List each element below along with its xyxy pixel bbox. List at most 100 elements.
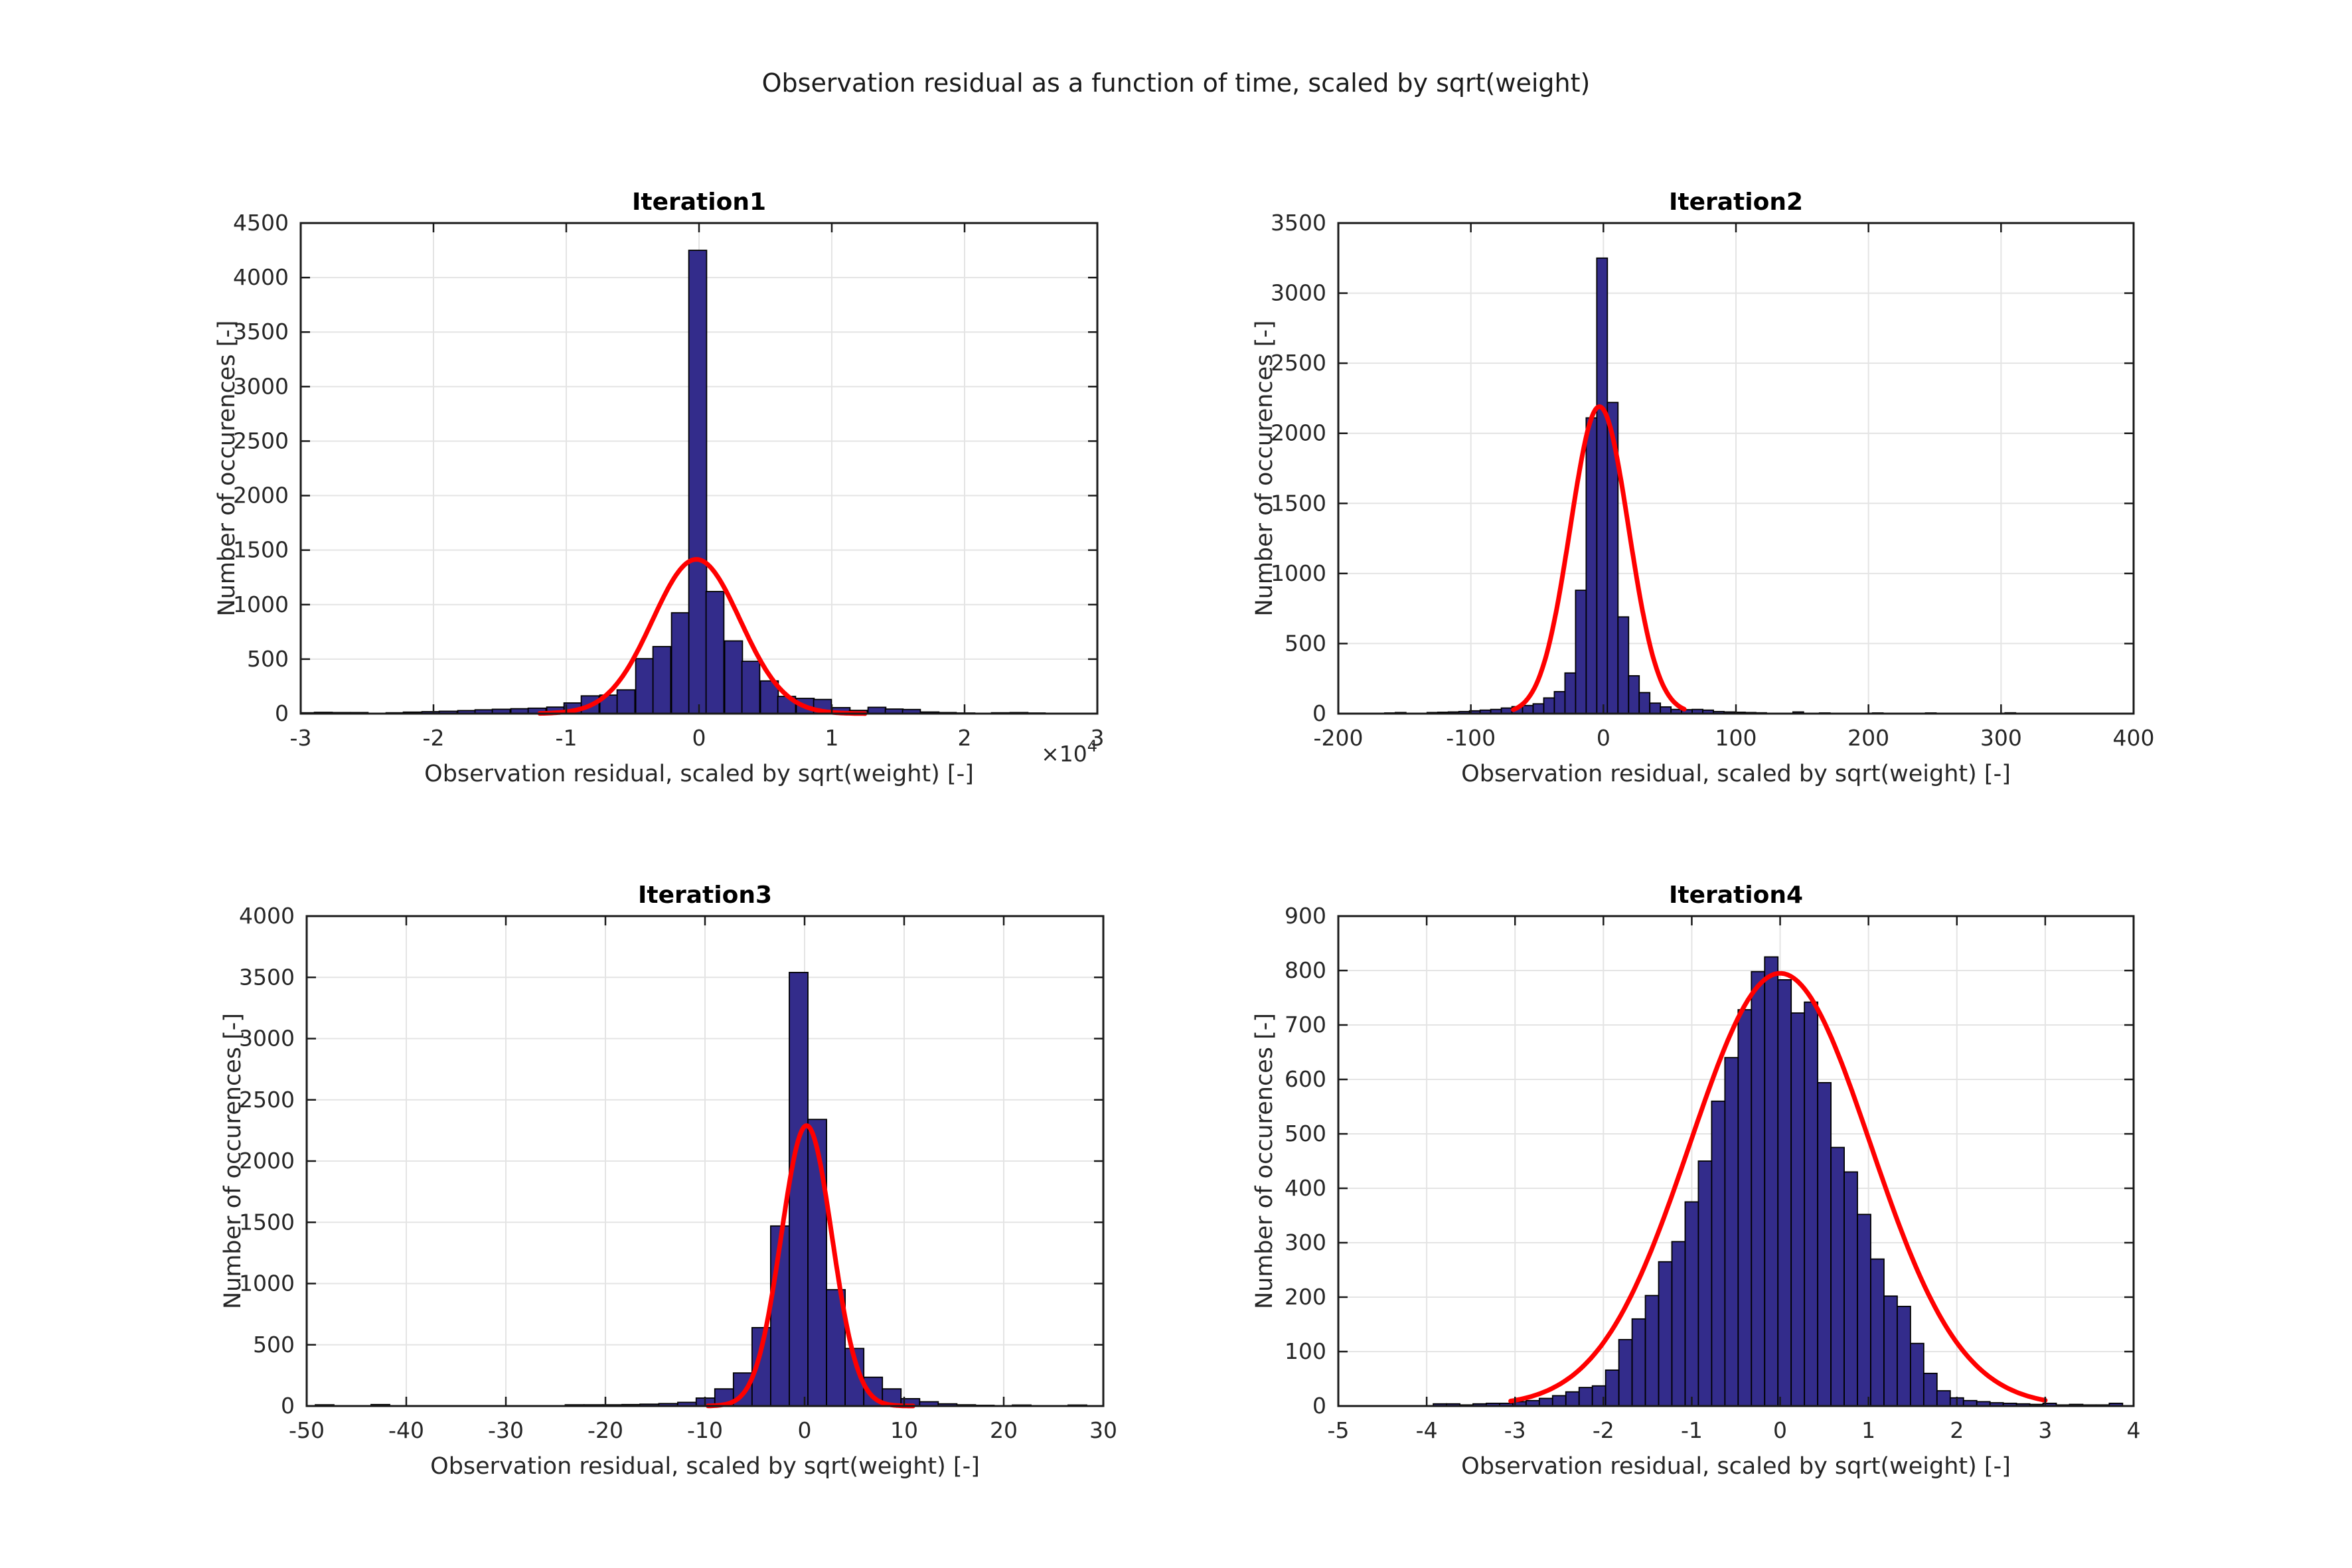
histogram-bar	[1658, 1261, 1673, 1406]
tick-marks	[1337, 915, 2135, 1407]
x-tick-label: 1	[1861, 1417, 1875, 1443]
y-tick-label: 200	[1285, 1284, 1326, 1310]
y-tick-label: 1500	[1271, 490, 1326, 516]
histogram-bar	[1565, 1391, 1580, 1406]
histogram-bar	[1883, 1295, 1898, 1406]
histogram-bar	[1870, 1258, 1885, 1406]
y-tick-label: 4000	[239, 903, 295, 929]
subplot-iteration2: -200 -100 0 100 200 300 400 0 500 1000 1500 2000 250…	[1251, 189, 2155, 787]
y-tick-label: 2000	[1271, 420, 1326, 446]
y-tick-label: 600	[1285, 1066, 1326, 1092]
x-tick-label: -3	[290, 725, 312, 751]
y-tick-label: 3000	[233, 373, 289, 399]
subplot-title: Iteration1	[632, 189, 766, 216]
histogram-bar	[1764, 956, 1779, 1406]
y-tick-label: 0	[281, 1393, 295, 1419]
y-tick-label: 1500	[233, 537, 289, 563]
y-tick-label: 0	[275, 700, 289, 726]
x-tick-label: 3	[2038, 1417, 2052, 1443]
x-tick-label: 2	[958, 725, 972, 751]
histogram-bar	[1660, 706, 1672, 714]
histogram-bar	[1804, 1001, 1819, 1406]
histogram-bar	[1684, 1201, 1699, 1406]
y-tick-label: 0	[1312, 1393, 1326, 1419]
subplot-iteration4: -5 -4 -3 -2 -1 0 1 2 3 4 0 100 200 300 400 500 600 700 800…	[1251, 882, 2141, 1480]
histogram-bar	[1538, 1397, 1553, 1406]
histogram-bar	[1751, 971, 1766, 1406]
y-tick-label: 2000	[233, 483, 289, 509]
histogram-bar	[1697, 1160, 1713, 1406]
histogram-bar	[1843, 1171, 1858, 1406]
axes-box	[1337, 915, 2135, 1407]
histogram-bar	[652, 646, 672, 714]
x-tick-label: -30	[488, 1417, 524, 1443]
x-tick-label: -10	[687, 1417, 723, 1443]
x-tick-label: 2	[1950, 1417, 1964, 1443]
histogram-bar	[789, 971, 809, 1406]
histogram-bars	[315, 971, 1087, 1406]
y-tick-label: 2000	[239, 1148, 295, 1174]
x-tick-label: 0	[1597, 725, 1610, 751]
y-axis-label: Number of occurences [-]	[1251, 1013, 1278, 1309]
y-tick-label: 2500	[1271, 350, 1326, 376]
histogram-bar	[1649, 702, 1662, 714]
y-tick-label: 500	[253, 1332, 295, 1358]
histogram-bar	[1551, 1395, 1567, 1406]
histogram-bars	[301, 250, 1046, 714]
histogram-bar	[1631, 1318, 1646, 1406]
histogram-bar	[1553, 690, 1566, 714]
y-tick-label: 1000	[239, 1271, 295, 1296]
y-tick-label: 100	[1285, 1338, 1326, 1364]
x-tick-label: -1	[1681, 1417, 1703, 1443]
x-axis-label: Observation residual, scaled by sqrt(wei…	[1461, 1453, 2011, 1480]
x-tick-label: 3	[1091, 725, 1105, 751]
y-axis-label: Number of occurences [-]	[214, 320, 240, 616]
y-tick-label: 300	[1285, 1229, 1326, 1255]
x-tick-label: -40	[388, 1417, 424, 1443]
x-tick-label: -3	[1504, 1417, 1526, 1443]
x-tick-label: -20	[588, 1417, 623, 1443]
histogram-bar	[1644, 1294, 1660, 1406]
histogram-bar	[616, 689, 636, 714]
subplot-title: Iteration2	[1669, 189, 1803, 216]
x-tick-label: 20	[990, 1417, 1018, 1443]
tick-marks	[299, 222, 1099, 715]
x-tick-label: 400	[2113, 725, 2155, 751]
x-tick-label: 0	[1773, 1417, 1787, 1443]
subplot-title: Iteration3	[638, 882, 772, 909]
y-tick-label: 1000	[233, 591, 289, 617]
histogram-bar	[1532, 703, 1545, 714]
x-tick-label: -1	[556, 725, 578, 751]
histogram-bar	[1777, 979, 1792, 1406]
x-axis-label: Observation residual, scaled by sqrt(wei…	[1461, 761, 2011, 787]
x-tick-label: 300	[1980, 725, 2022, 751]
x-axis-offset-label: ×104	[1041, 737, 1097, 767]
x-tick-label: 10	[890, 1417, 918, 1443]
histogram-bar	[1897, 1306, 1911, 1406]
subplot-iteration1: -3 -2 -1 0 1 2 3 0 500 1000 1500 2000 2500 3000 3500 40…	[214, 189, 1105, 787]
y-tick-label: 2500	[233, 428, 289, 453]
x-axis-label: Observation residual, scaled by sqrt(wei…	[424, 761, 974, 787]
histogram-bar	[1737, 1009, 1753, 1406]
y-tick-label: 500	[1285, 1121, 1326, 1146]
tick-marks	[1337, 222, 2135, 715]
gaussian-fit-curve	[1511, 404, 1687, 712]
histogram-bar	[1909, 1342, 1924, 1406]
histogram-bar	[1628, 675, 1640, 714]
histogram-bar	[1711, 1100, 1726, 1406]
y-tick-label: 1000	[1271, 560, 1326, 586]
y-tick-label: 2500	[239, 1087, 295, 1113]
y-tick-label: 3000	[239, 1026, 295, 1052]
histogram-bar	[1830, 1146, 1845, 1406]
y-tick-label: 0	[1312, 700, 1326, 726]
histogram-bar	[1585, 417, 1598, 714]
histogram-bars	[1433, 956, 2124, 1406]
histogram-bar	[724, 640, 744, 714]
gaussian-fit-curve	[706, 1123, 915, 1409]
y-tick-label: 4500	[233, 210, 289, 236]
y-tick-label: 500	[247, 646, 289, 672]
tick-marks	[305, 915, 1105, 1407]
histogram-bar	[1578, 1387, 1593, 1406]
